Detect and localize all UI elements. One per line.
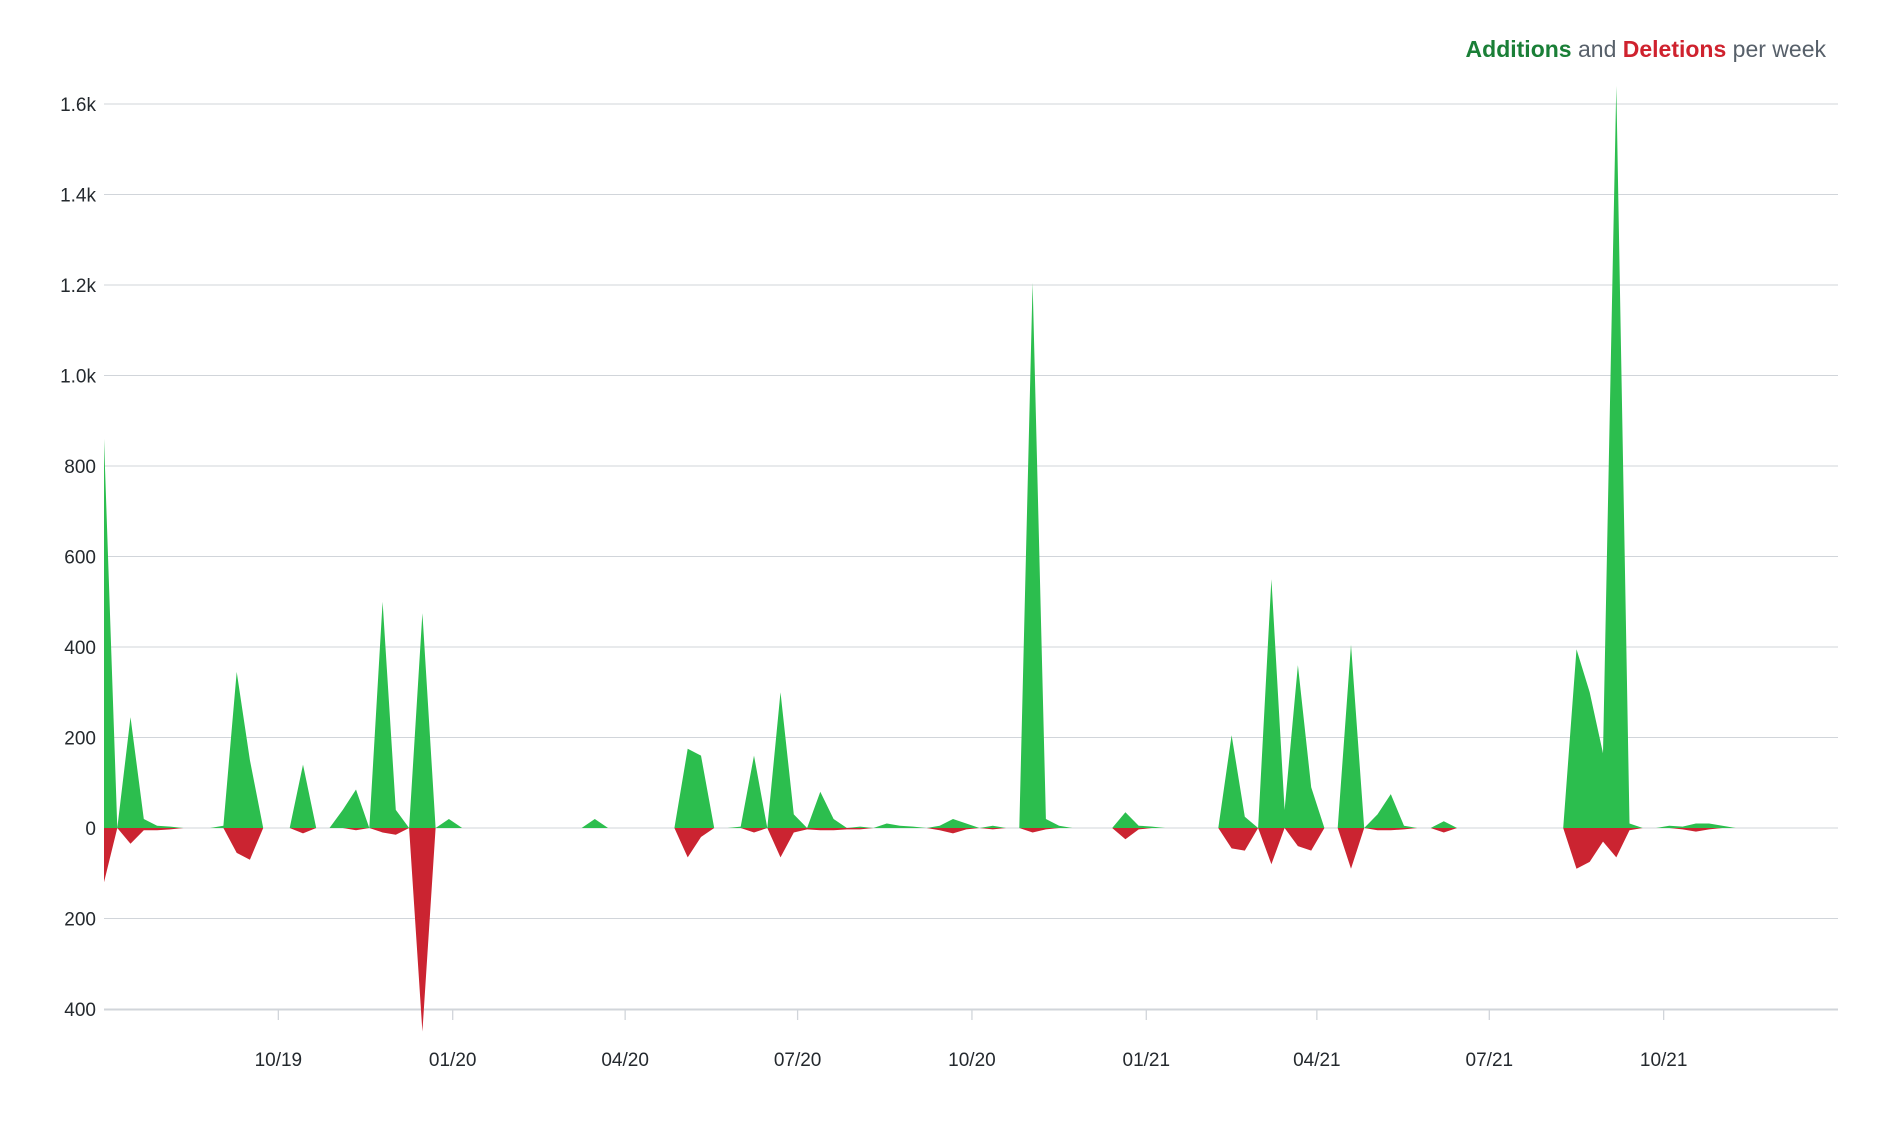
legend-additions-label: Additions bbox=[1466, 36, 1572, 62]
legend-deletions-label: Deletions bbox=[1623, 36, 1727, 62]
x-tick-label: 01/20 bbox=[429, 1050, 477, 1071]
chart-legend: Additions and Deletions per week bbox=[1466, 36, 1827, 62]
y-axis: 1.6k 1.4k 1.2k 1.0k 800 600 400 200 0 200 400 bbox=[60, 95, 96, 1021]
y-tick-label: 1.6k bbox=[60, 95, 96, 116]
x-tick-label: 10/21 bbox=[1640, 1050, 1688, 1071]
x-tick-label: 01/21 bbox=[1123, 1050, 1171, 1071]
y-tick-label: 0 bbox=[85, 819, 96, 840]
deletions-area bbox=[104, 828, 1723, 1032]
y-tick-label: 600 bbox=[64, 548, 96, 569]
x-tick-label: 10/19 bbox=[255, 1050, 303, 1071]
additions-area bbox=[104, 85, 1736, 828]
x-tick-label: 07/21 bbox=[1466, 1050, 1514, 1071]
x-tick-label: 04/20 bbox=[601, 1050, 649, 1071]
area-series bbox=[104, 85, 1736, 1032]
x-tick-label: 10/20 bbox=[948, 1050, 996, 1071]
y-tick-label: 1.2k bbox=[60, 276, 96, 297]
y-tick-label: 200 bbox=[64, 729, 96, 750]
x-axis: 10/19 01/20 04/20 07/20 10/20 01/21 04/21 07/21… bbox=[255, 1010, 1688, 1071]
x-tick-label: 07/20 bbox=[774, 1050, 822, 1071]
y-tick-label: 1.4k bbox=[60, 186, 96, 207]
legend-suffix: per week bbox=[1726, 36, 1826, 62]
gridlines bbox=[104, 103, 1838, 1011]
y-tick-label: 200 bbox=[64, 910, 96, 931]
legend-connector: and bbox=[1572, 36, 1623, 62]
y-tick-label: 800 bbox=[64, 457, 96, 478]
y-tick-label: 400 bbox=[64, 638, 96, 659]
y-tick-label: 400 bbox=[64, 1000, 96, 1021]
y-tick-label: 1.0k bbox=[60, 367, 96, 388]
x-tick-label: 04/21 bbox=[1293, 1050, 1341, 1071]
